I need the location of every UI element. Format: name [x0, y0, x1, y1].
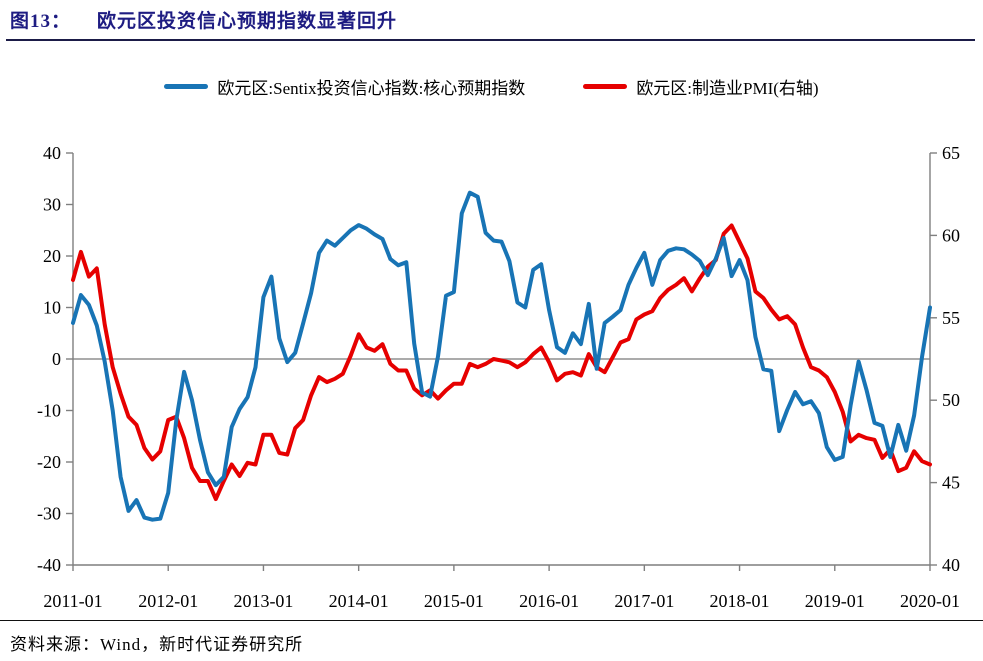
left-axis-tick-label: -20: [37, 452, 61, 472]
x-axis-tick-label: 2013-01: [233, 591, 293, 611]
right-axis-tick-label: 55: [942, 308, 960, 328]
legend-swatch-blue-line: [164, 84, 209, 89]
legend-item-sentix: 欧元区:Sentix投资信心指数:核心预期指数: [164, 74, 525, 99]
figure-title: 图13： 欧元区投资信心预期指数显著回升: [10, 6, 397, 33]
left-axis-tick-label: -30: [37, 504, 61, 524]
x-axis-tick-label: 2018-01: [710, 591, 770, 611]
left-axis-tick-label: 30: [43, 195, 61, 215]
left-axis-tick-label: -10: [37, 401, 61, 421]
left-axis-tick-label: 10: [43, 298, 61, 318]
legend-label-sentix: 欧元区:Sentix投资信心指数:核心预期指数: [217, 79, 526, 98]
x-axis-tick-label: 2014-01: [329, 591, 389, 611]
left-axis-tick-label: -40: [37, 555, 61, 575]
right-axis-tick-label: 50: [942, 390, 960, 410]
footer-divider-line: [0, 620, 983, 621]
x-axis-tick-label: 2011-01: [43, 591, 102, 611]
right-axis-tick-label: 40: [942, 555, 960, 575]
chart-legend: 欧元区:Sentix投资信心指数:核心预期指数 欧元区:制造业PMI(右轴): [0, 74, 983, 99]
right-axis-tick-label: 65: [942, 143, 960, 163]
figure-number: 图13：: [10, 11, 72, 32]
legend-label-pmi: 欧元区:制造业PMI(右轴): [636, 79, 819, 98]
left-axis-tick-label: 20: [43, 246, 61, 266]
left-axis-tick-label: 0: [52, 349, 61, 369]
x-axis-tick-label: 2015-01: [424, 591, 484, 611]
title-divider-line: [6, 39, 975, 41]
x-axis-tick-label: 2012-01: [138, 591, 198, 611]
x-axis-tick-label: 2016-01: [519, 591, 579, 611]
legend-item-pmi: 欧元区:制造业PMI(右轴): [583, 74, 819, 99]
x-axis-tick-label: 2020-01: [900, 591, 960, 611]
series-line-sentix-expectations: [71, 190, 932, 522]
data-source-note: 资料来源：Wind，新时代证券研究所: [10, 635, 304, 654]
right-axis-tick-label: 60: [942, 225, 960, 245]
left-axis-tick-label: 40: [43, 143, 61, 163]
x-axis-tick-label: 2017-01: [614, 591, 674, 611]
x-axis-tick-label: 2019-01: [805, 591, 865, 611]
right-axis-tick-label: 45: [942, 473, 960, 493]
figure-title-text: 欧元区投资信心预期指数显著回升: [97, 11, 398, 32]
series-line-manufacturing-pmi: [71, 223, 932, 502]
legend-swatch-red-line: [583, 84, 628, 89]
